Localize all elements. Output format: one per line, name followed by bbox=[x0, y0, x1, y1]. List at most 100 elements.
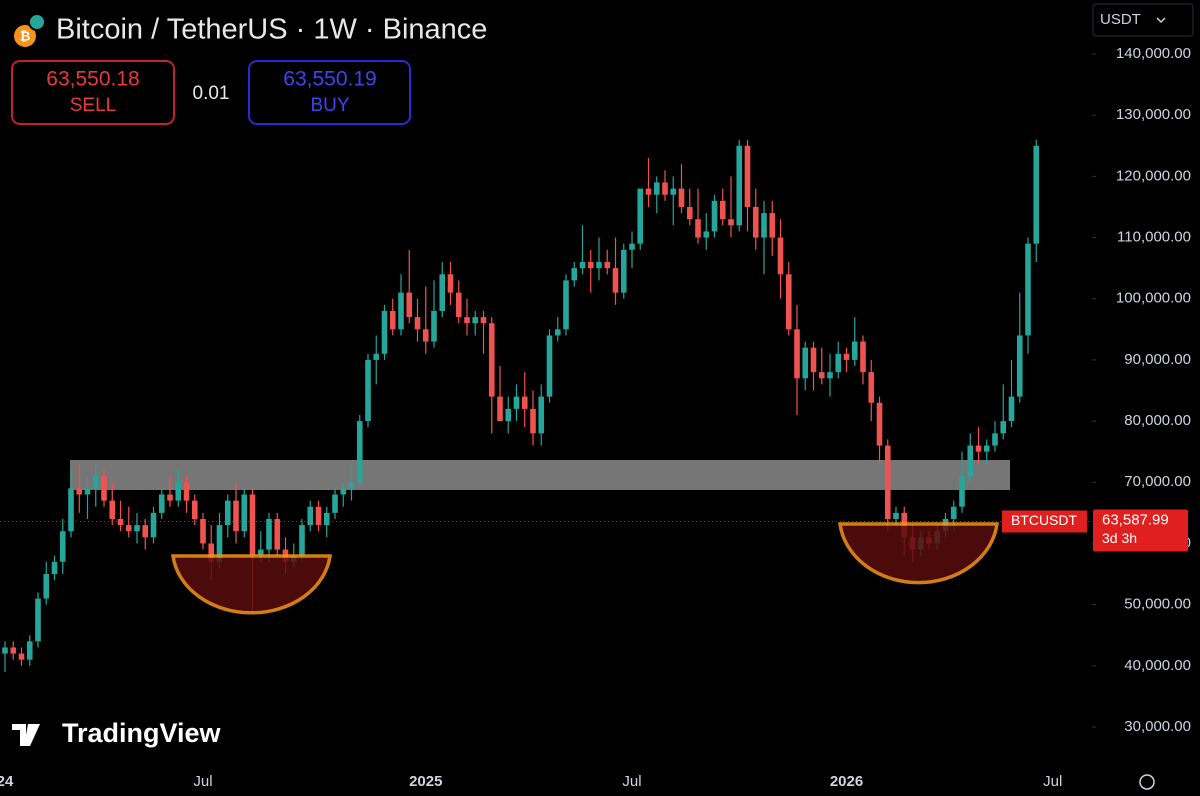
candle-body bbox=[315, 506, 322, 526]
candle-body bbox=[827, 372, 833, 379]
candle-body bbox=[794, 329, 800, 379]
btc-icon-glyph: ₿ bbox=[20, 28, 31, 43]
candle-body bbox=[695, 219, 701, 238]
candle-body bbox=[752, 206, 759, 238]
candle-body bbox=[818, 372, 825, 379]
candle-body bbox=[224, 500, 231, 526]
candle-body bbox=[521, 396, 528, 409]
candle-body bbox=[835, 353, 842, 373]
candle-body bbox=[266, 518, 272, 550]
candle-body bbox=[769, 213, 776, 238]
candle-body bbox=[389, 310, 396, 330]
candle-body bbox=[191, 500, 198, 519]
currency-select[interactable] bbox=[1092, 3, 1194, 37]
candle-body bbox=[1000, 421, 1007, 434]
candle-body bbox=[10, 647, 17, 654]
candle-body bbox=[637, 188, 644, 244]
countdown: 3d 3h bbox=[1102, 530, 1137, 546]
candle-body bbox=[777, 237, 784, 275]
candle-body bbox=[719, 200, 726, 220]
x-tick-label: Jul bbox=[193, 773, 212, 790]
candle-body bbox=[950, 506, 957, 519]
candle-body bbox=[851, 341, 858, 360]
candle-body bbox=[554, 329, 561, 336]
candle-body bbox=[26, 641, 33, 660]
candle-body bbox=[158, 494, 165, 513]
price-tag bbox=[1093, 509, 1188, 552]
candle-body bbox=[447, 274, 454, 293]
candle-body bbox=[356, 421, 363, 483]
candle-body bbox=[563, 280, 569, 330]
candle-body bbox=[373, 353, 380, 360]
candle-body bbox=[967, 445, 974, 477]
candle-body bbox=[233, 500, 239, 532]
title: Bitcoin / TetherUS · 1W · Binance bbox=[56, 14, 487, 46]
candle-body bbox=[860, 341, 866, 373]
y-tick-label: 90,000.00 bbox=[1124, 351, 1191, 368]
settings-icon[interactable] bbox=[1139, 774, 1155, 790]
candle-body bbox=[744, 145, 751, 207]
cup-left bbox=[170, 554, 333, 615]
dropdown-arrow bbox=[1156, 17, 1166, 24]
candle-body bbox=[455, 292, 462, 318]
candle-body bbox=[208, 543, 215, 562]
y-tick-label: 40,000.00 bbox=[1124, 657, 1191, 674]
candle-body bbox=[59, 531, 66, 562]
candle-body bbox=[579, 262, 586, 269]
candle-body bbox=[183, 482, 190, 501]
candle-body bbox=[629, 243, 635, 250]
currency: USDT bbox=[1100, 11, 1141, 28]
candle-body bbox=[365, 359, 371, 422]
candle-body bbox=[1008, 396, 1015, 422]
candle-body bbox=[84, 488, 91, 495]
candle-body bbox=[488, 323, 495, 397]
candle-body bbox=[439, 274, 446, 311]
candle-body bbox=[299, 525, 305, 556]
candle-body bbox=[51, 561, 58, 575]
candle-body bbox=[785, 274, 792, 330]
candle-body bbox=[241, 494, 248, 532]
usdt-icon bbox=[28, 13, 46, 31]
candle-body bbox=[332, 494, 338, 513]
candle-body bbox=[1016, 335, 1023, 397]
y-tick-label: 70,000.00 bbox=[1124, 473, 1191, 490]
sell-button[interactable] bbox=[11, 60, 175, 125]
candle-body bbox=[868, 372, 875, 403]
y-tick-label: 120,000.00 bbox=[1116, 167, 1191, 184]
candle-body bbox=[464, 317, 470, 324]
spread: 0.01 bbox=[193, 83, 230, 104]
candle-body bbox=[513, 396, 520, 409]
candle-body bbox=[596, 262, 602, 269]
y-tick-label: 50,000.00 bbox=[1124, 596, 1191, 613]
candle-body bbox=[884, 445, 891, 519]
candle-body bbox=[571, 268, 578, 281]
candle-body bbox=[134, 525, 140, 532]
y-tick-label: 140,000.00 bbox=[1116, 45, 1191, 62]
candle-body bbox=[109, 500, 116, 519]
candle-body bbox=[893, 512, 899, 519]
candle-body bbox=[150, 512, 157, 538]
candle-body bbox=[35, 598, 41, 642]
x-tick-label: Jul bbox=[1043, 773, 1062, 790]
candle-body bbox=[142, 525, 149, 538]
candle-body bbox=[802, 347, 809, 379]
candle-body bbox=[101, 476, 107, 501]
candle-body bbox=[810, 347, 817, 373]
candle-body bbox=[43, 574, 50, 599]
symbol-label: BTCUSDT bbox=[1011, 512, 1078, 528]
x-tick-label: Jul bbox=[622, 773, 641, 790]
buy-button[interactable] bbox=[248, 60, 411, 125]
candle-body bbox=[76, 488, 83, 495]
buy-label: BUY bbox=[310, 95, 349, 116]
y-tick-label: 130,000.00 bbox=[1116, 106, 1191, 123]
candle-body bbox=[307, 506, 314, 526]
sell-label: SELL bbox=[70, 95, 116, 116]
candle-body bbox=[167, 494, 173, 501]
candle-body bbox=[323, 512, 330, 526]
candle-body bbox=[959, 476, 965, 507]
tv-logo bbox=[12, 724, 40, 746]
brand: TradingView bbox=[62, 718, 222, 748]
candle-body bbox=[983, 445, 990, 452]
candle-body bbox=[472, 317, 479, 324]
